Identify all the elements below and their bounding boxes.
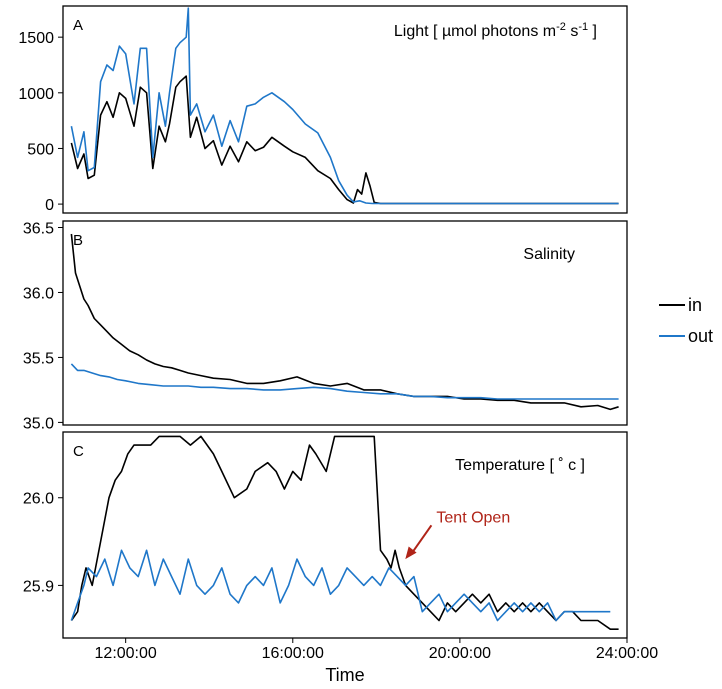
series-line-out bbox=[70, 549, 611, 622]
y-tick-label: 0 bbox=[45, 197, 54, 214]
series-line-in bbox=[70, 233, 619, 411]
y-tick-label: 25.9 bbox=[23, 578, 54, 595]
series-line-in bbox=[70, 75, 619, 205]
y-tick-label: 36.5 bbox=[23, 220, 54, 237]
annotation-arrow-line bbox=[412, 524, 433, 552]
panel-label: B bbox=[73, 232, 83, 249]
title-part: s bbox=[566, 23, 578, 40]
panel-title: Light [ µmol photons m-2 s-1 ] bbox=[394, 21, 597, 40]
annotation-arrow-head bbox=[405, 546, 417, 560]
title-part: Light [ µmol photons m bbox=[394, 23, 556, 40]
y-tick-label: 1500 bbox=[18, 30, 54, 47]
panel-title: Salinity bbox=[523, 246, 575, 263]
title-part: -2 bbox=[556, 21, 566, 33]
y-tick-label: 26.0 bbox=[23, 491, 54, 508]
x-tick-label: 24:00:00 bbox=[596, 645, 658, 662]
panel-a: 0 500 1000 1500 A Light [ µmol photons m-2 s-… bbox=[18, 5, 628, 214]
x-tick-label: 20:00:00 bbox=[429, 645, 491, 662]
legend: in out bbox=[659, 295, 713, 346]
panel-c: 25.9 26.0 12:00:00 16:00:00 20:00:00 24:00:00… bbox=[23, 431, 658, 685]
annotation-text: Tent Open bbox=[436, 509, 510, 526]
title-part: ] bbox=[588, 23, 597, 40]
panel-title: Temperature [ ˚ c ] bbox=[455, 457, 585, 474]
series-line-in bbox=[70, 435, 619, 631]
y-tick-label: 35.5 bbox=[23, 350, 54, 367]
y-tick-label: 35.0 bbox=[23, 415, 54, 432]
series-line-out bbox=[70, 7, 619, 205]
y-tick-label: 1000 bbox=[18, 86, 54, 103]
y-tick-label: 36.0 bbox=[23, 285, 54, 302]
legend-label-in: in bbox=[688, 295, 702, 315]
legend-label-out: out bbox=[688, 326, 713, 346]
series-line-out bbox=[70, 363, 619, 400]
x-tick-label: 12:00:00 bbox=[95, 645, 157, 662]
panel-label: A bbox=[73, 17, 83, 34]
panel-frame bbox=[62, 431, 628, 639]
y-tick-label: 500 bbox=[27, 141, 54, 158]
x-axis-label: Time bbox=[325, 665, 364, 685]
title-part: -1 bbox=[578, 21, 588, 33]
panel-label: C bbox=[73, 443, 84, 460]
x-tick-label: 16:00:00 bbox=[262, 645, 324, 662]
panel-b: 35.0 35.5 36.0 36.5 B Salinity bbox=[23, 220, 628, 432]
